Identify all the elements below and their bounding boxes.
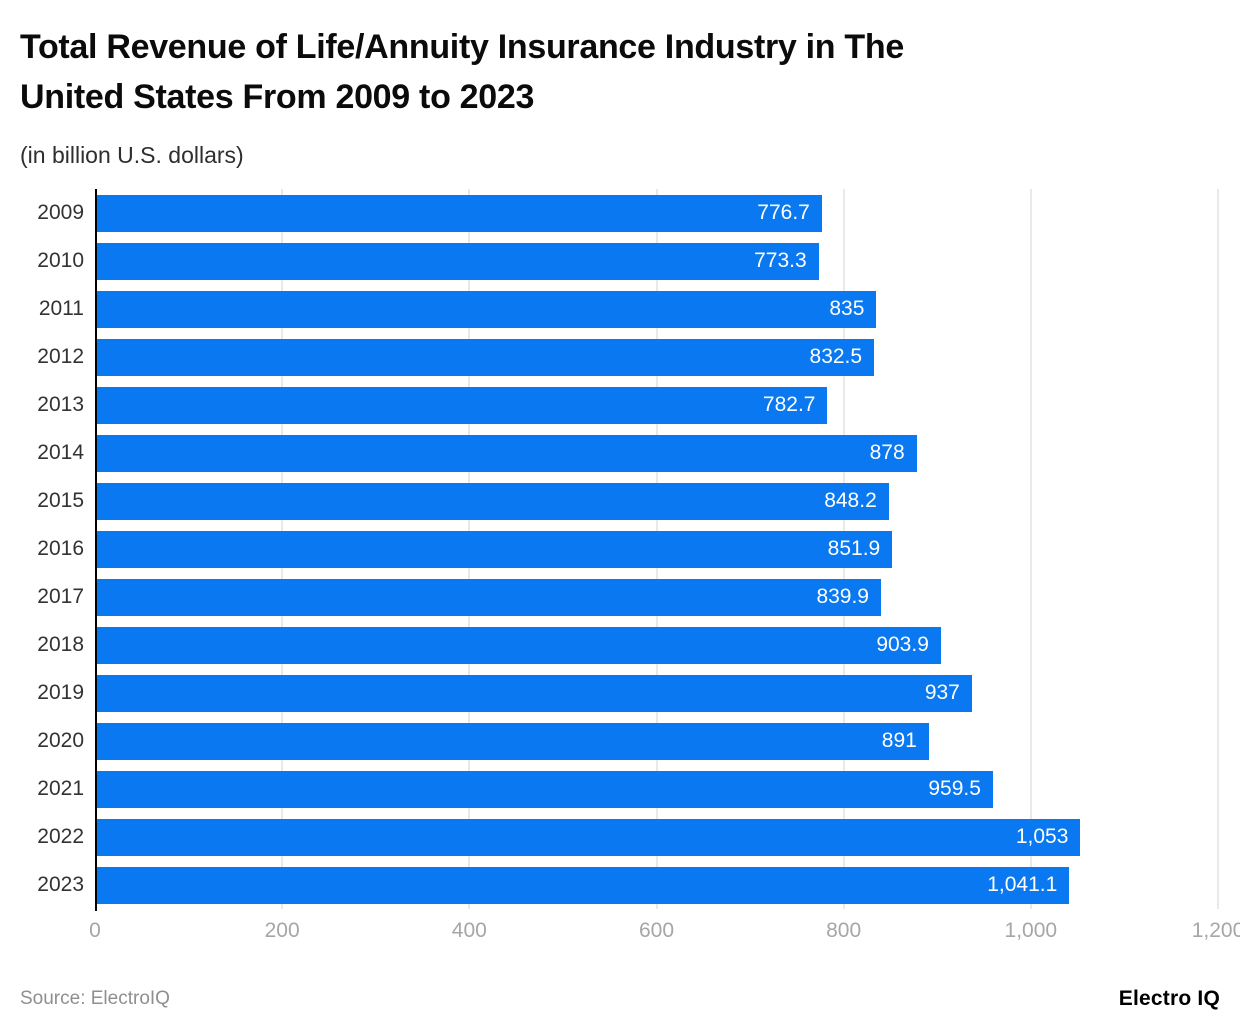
bar: 903.9 — [95, 626, 941, 664]
bar-track: 776.7 — [95, 194, 1218, 232]
year-label: 2015 — [37, 489, 84, 512]
bar-track: 937 — [95, 674, 1218, 712]
year-label: 2009 — [37, 201, 84, 224]
bar-track: 891 — [95, 722, 1218, 760]
bar: 776.7 — [95, 194, 822, 232]
bar-rows: 2009 776.7 2010 773.3 2011 835 2012 832.5 2013 78… — [20, 189, 1220, 909]
x-tick-label: 1,200 — [1191, 919, 1240, 942]
bar-row: 2015 848.2 — [20, 477, 1220, 525]
bar: 891 — [95, 722, 929, 760]
bar: 937 — [95, 674, 972, 712]
bar-value-label: 878 — [869, 441, 905, 464]
x-tick-label: 200 — [264, 919, 300, 942]
bar-row: 2022 1,053 — [20, 813, 1220, 861]
year-label: 2014 — [37, 441, 84, 464]
bar-track: 878 — [95, 434, 1218, 472]
bar-track: 1,041.1 — [95, 866, 1218, 904]
bar-row: 2012 832.5 — [20, 333, 1220, 381]
bar-row: 2020 891 — [20, 717, 1220, 765]
gridline — [1029, 189, 1032, 909]
year-label: 2017 — [37, 585, 84, 608]
year-label: 2023 — [37, 873, 84, 896]
bar-row: 2021 959.5 — [20, 765, 1220, 813]
bar: 848.2 — [95, 482, 889, 520]
gridline — [1217, 189, 1219, 909]
bar-row: 2023 1,041.1 — [20, 861, 1220, 909]
bar-value-label: 1,053 — [1015, 825, 1069, 848]
year-label: 2019 — [37, 681, 84, 704]
bar-value-label: 773.3 — [754, 249, 807, 272]
chart-footer: Source: ElectroIQ Electro IQ — [20, 987, 1220, 1011]
year-label: 2011 — [38, 297, 84, 320]
year-label: 2012 — [37, 345, 84, 368]
plot-area: 2009 776.7 2010 773.3 2011 835 2012 832.5 2013 78… — [20, 189, 1220, 911]
bar: 959.5 — [95, 770, 993, 808]
x-axis: 0 200 400 600 800 1,000 1,200 — [89, 909, 1240, 945]
bar: 773.3 — [95, 242, 819, 280]
year-label: 2018 — [37, 633, 84, 656]
brand-logo: Electro IQ — [1118, 987, 1220, 1010]
year-label: 2022 — [37, 825, 84, 848]
bar-row: 2016 851.9 — [20, 525, 1220, 573]
bar-value-label: 1,041.1 — [987, 873, 1058, 896]
bar-track: 832.5 — [95, 338, 1218, 376]
chart-title: Total Revenue of Life/Annuity Insurance … — [20, 28, 904, 116]
bar-track: 959.5 — [95, 770, 1218, 808]
bar-value-label: 839.9 — [816, 585, 869, 608]
bar-row: 2017 839.9 — [20, 573, 1220, 621]
bar: 1,053 — [95, 818, 1081, 856]
bar-value-label: 959.5 — [928, 777, 981, 800]
bar: 832.5 — [95, 338, 875, 376]
bar-track: 835 — [95, 290, 1218, 328]
x-tick-label: 0 — [89, 919, 101, 942]
bar-track: 848.2 — [95, 482, 1218, 520]
bar: 782.7 — [95, 386, 828, 424]
bar-value-label: 776.7 — [757, 201, 810, 224]
bar-value-label: 937 — [924, 681, 960, 704]
bar-value-label: 891 — [881, 729, 917, 752]
bar-track: 1,053 — [95, 818, 1218, 856]
year-label: 2020 — [37, 729, 84, 752]
x-tick-label: 400 — [451, 919, 487, 942]
x-tick-label: 1,000 — [1004, 919, 1058, 942]
x-tick-label: 600 — [638, 919, 675, 942]
bar-track: 839.9 — [95, 578, 1218, 616]
bar-chart: 2009 776.7 2010 773.3 2011 835 2012 832.5 2013 78… — [20, 189, 1240, 945]
bar: 839.9 — [95, 578, 881, 616]
bar-value-label: 782.7 — [762, 393, 816, 416]
bar-track: 782.7 — [95, 386, 1218, 424]
bar: 1,041.1 — [95, 866, 1070, 904]
bar: 851.9 — [95, 530, 893, 568]
bar-track: 773.3 — [95, 242, 1218, 280]
year-label: 2013 — [37, 393, 84, 416]
bar-track: 851.9 — [95, 530, 1218, 568]
bar-row: 2013 782.7 — [20, 381, 1220, 429]
bar: 835 — [95, 290, 877, 328]
bar-value-label: 848.2 — [824, 489, 877, 512]
bar-row: 2009 776.7 — [20, 189, 1220, 237]
chart-subtitle: (in billion U.S. dollars) — [20, 142, 244, 168]
year-label: 2016 — [37, 537, 84, 560]
bar-value-label: 835 — [829, 297, 865, 320]
source-text: Source: ElectroIQ — [20, 988, 170, 1009]
bar-row: 2010 773.3 — [20, 237, 1220, 285]
bar-track: 903.9 — [95, 626, 1218, 664]
y-axis-line — [95, 189, 97, 911]
year-label: 2010 — [37, 249, 84, 272]
year-label: 2021 — [37, 777, 84, 800]
bar-value-label: 903.9 — [876, 633, 929, 656]
bar-row: 2018 903.9 — [20, 621, 1220, 669]
bar-value-label: 851.9 — [827, 537, 881, 560]
bar-row: 2011 835 — [20, 285, 1220, 333]
bar-row: 2014 878 — [20, 429, 1220, 477]
bar: 878 — [95, 434, 917, 472]
bar-value-label: 832.5 — [809, 345, 863, 368]
bar-row: 2019 937 — [20, 669, 1220, 717]
x-tick-label: 800 — [826, 919, 862, 942]
